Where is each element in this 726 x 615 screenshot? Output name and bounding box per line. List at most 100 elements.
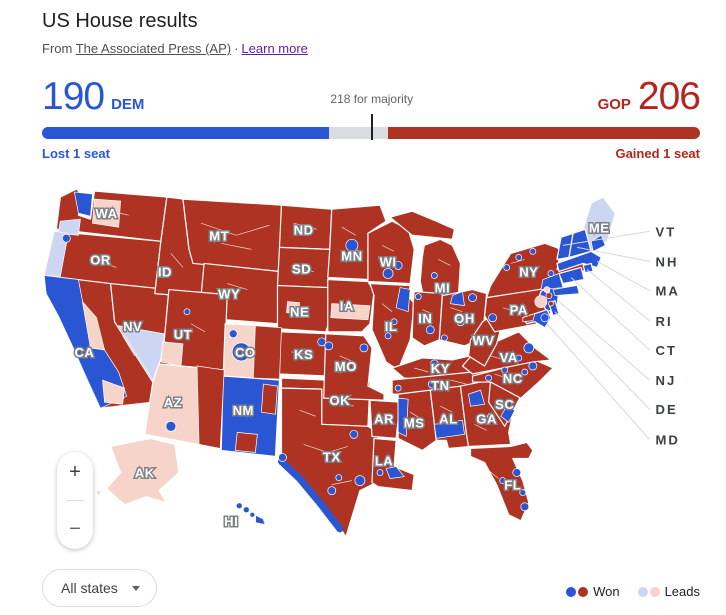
district-patch-ia xyxy=(330,303,371,321)
state-label-az: AZ xyxy=(164,395,182,410)
callout-label-ct[interactable]: CT xyxy=(656,343,677,358)
district-patch-ut xyxy=(160,341,184,367)
dem-won-swatch xyxy=(566,586,577,597)
callout-label-md[interactable]: MD xyxy=(656,432,680,447)
state-la[interactable] xyxy=(371,437,415,492)
district-line xyxy=(474,423,487,431)
district-patch-co xyxy=(252,325,282,380)
district-line xyxy=(190,323,206,333)
learn-more-link[interactable]: Learn more xyxy=(241,41,308,56)
district-patch-oh xyxy=(456,317,465,327)
state-ct[interactable] xyxy=(558,266,585,285)
source-line: From The Associated Press (AP) · Learn mor… xyxy=(42,41,308,56)
district-line xyxy=(450,307,463,313)
state-wi[interactable] xyxy=(367,220,415,285)
state-label-ak: AK xyxy=(135,466,155,481)
states-filter-value: All states xyxy=(61,580,118,596)
district-line xyxy=(381,245,395,252)
state-label-in: IN xyxy=(418,311,432,326)
state-label-va: VA xyxy=(500,350,518,365)
district-patch-nj xyxy=(548,300,554,307)
state-ak[interactable] xyxy=(105,437,180,506)
district-patch-tx xyxy=(278,453,287,462)
state-ma[interactable] xyxy=(556,250,602,273)
district-line xyxy=(381,303,393,312)
district-line xyxy=(438,259,451,266)
district-patch-ms xyxy=(397,397,409,437)
district-line xyxy=(291,267,314,272)
district-patch-wi xyxy=(393,261,403,270)
district-patch-az xyxy=(196,365,225,449)
district-patch-il xyxy=(384,332,392,340)
district-patch-ga xyxy=(468,389,486,407)
state-hi[interactable] xyxy=(254,514,267,526)
district-patch-nv xyxy=(117,325,165,381)
states-filter-dropdown[interactable]: All states xyxy=(42,569,157,607)
district-patch-mo xyxy=(324,341,334,351)
gop-leads-swatch xyxy=(649,586,660,597)
district-patch-nj xyxy=(543,286,551,293)
gop-bar-segment xyxy=(388,127,700,139)
zoom-in-button[interactable]: + xyxy=(69,461,81,483)
callout-label-ma[interactable]: MA xyxy=(656,284,680,299)
state-label-tx: TX xyxy=(323,449,341,464)
district-patch-va xyxy=(515,354,523,362)
source-link[interactable]: The Associated Press (AP) xyxy=(75,41,232,56)
gop-seat-count: 206 xyxy=(637,75,701,118)
district-patch-ca xyxy=(102,379,126,405)
district-line xyxy=(299,409,316,417)
district-line xyxy=(339,355,355,363)
us-house-map[interactable]: WA OR CA NV ID MT WY UT CO AZ NM ND SD NE KS OK TX MN IA MO… xyxy=(40,183,710,555)
dem-seat-change: Lost 1 seat xyxy=(42,146,110,161)
district-line xyxy=(494,373,507,379)
state-label-nv: NV xyxy=(123,319,142,334)
district-patch-la xyxy=(385,466,405,479)
state-label-or: OR xyxy=(90,252,111,267)
district-line xyxy=(502,307,517,313)
zoom-out-button[interactable]: − xyxy=(69,518,81,540)
district-patch-nc xyxy=(485,374,492,382)
district-patch-ak xyxy=(96,490,101,496)
map-legend: Won Leads xyxy=(566,584,700,599)
district-line xyxy=(291,351,314,357)
district-patch-nc xyxy=(501,366,509,374)
callout-label-ri[interactable]: RI xyxy=(656,314,673,329)
state-mo[interactable] xyxy=(323,333,385,401)
state-label-ar: AR xyxy=(374,411,394,426)
callout-line-ma xyxy=(596,260,650,292)
callout-label-de[interactable]: DE xyxy=(656,402,678,417)
district-patch-or xyxy=(43,230,69,277)
state-label-sd: SD xyxy=(292,261,311,276)
district-patch-nm xyxy=(234,431,258,453)
district-patch-ny xyxy=(503,264,511,271)
district-patch-hi xyxy=(235,502,243,510)
district-line xyxy=(488,470,499,479)
seat-bar: 218 for majority xyxy=(42,92,700,140)
state-label-ia: IA xyxy=(340,299,354,314)
state-label-fl: FL xyxy=(504,478,521,493)
state-label-ms: MS xyxy=(404,415,425,430)
district-line xyxy=(333,398,355,407)
state-ri[interactable] xyxy=(582,262,594,274)
district-patch-tn xyxy=(394,384,402,392)
callout-label-nj[interactable]: NJ xyxy=(656,373,677,388)
seat-change-row: Lost 1 seat Gained 1 seat xyxy=(42,146,700,161)
district-line xyxy=(200,222,270,236)
state-mt[interactable] xyxy=(182,198,283,273)
state-miu[interactable] xyxy=(389,210,456,240)
district-patch-ga xyxy=(487,412,494,420)
callout-line-md xyxy=(546,323,650,440)
district-patch-tx xyxy=(354,475,366,486)
gop-score: GOP 206 xyxy=(598,75,701,118)
callout-label-nh[interactable]: NH xyxy=(656,254,679,269)
district-line xyxy=(440,405,453,413)
state-label-mn: MN xyxy=(341,248,362,263)
state-in[interactable] xyxy=(411,290,443,347)
district-patch-wi xyxy=(382,268,394,279)
district-patch-hi xyxy=(242,506,250,514)
callout-label-vt[interactable]: VT xyxy=(656,224,677,239)
state-label-ok: OK xyxy=(330,393,351,408)
won-swatches xyxy=(566,586,589,597)
district-line xyxy=(227,283,248,290)
district-patch-ne xyxy=(286,301,300,315)
